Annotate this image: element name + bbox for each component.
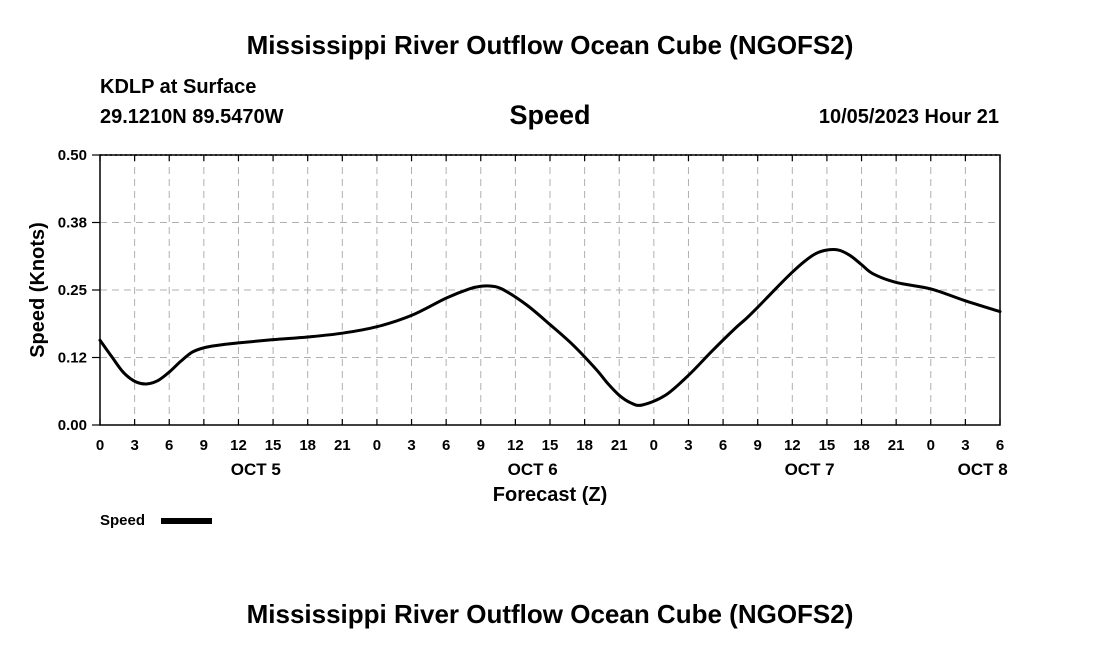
x-tick-label: 0 [373, 437, 381, 454]
y-tick-label: 0.00 [58, 417, 87, 434]
y-tick-label: 0.50 [58, 147, 87, 164]
x-tick-label: 15 [542, 437, 559, 454]
x-tick-label: 21 [888, 437, 905, 454]
x-tick-label: 18 [576, 437, 593, 454]
day-label: OCT 5 [231, 460, 281, 479]
forecast-datetime: 10/05/2023 Hour 21 [818, 106, 999, 128]
x-tick-label: 9 [200, 437, 208, 454]
x-tick-label: 12 [784, 437, 801, 454]
x-tick-label: 3 [684, 437, 692, 454]
x-tick-label: 6 [442, 437, 450, 454]
x-axis-label: Forecast (Z) [493, 484, 607, 506]
x-tick-label: 12 [230, 437, 247, 454]
day-label: OCT 8 [958, 460, 1008, 479]
grid-lines [100, 154, 1000, 425]
x-tick-label: 6 [996, 437, 1004, 454]
x-tick-label: 12 [507, 437, 524, 454]
station-label: KDLP at Surface [100, 76, 257, 98]
x-tick-label: 3 [961, 437, 969, 454]
y-tick-label: 0.12 [58, 350, 87, 367]
variable-title: Speed [509, 100, 591, 130]
x-tick-label: 21 [611, 437, 628, 454]
axis-ticks [92, 154, 1001, 426]
x-tick-label: 18 [299, 437, 316, 454]
legend-label-speed: Speed [100, 512, 145, 529]
y-axis-label: Speed (Knots) [27, 222, 49, 358]
x-tick-label: 0 [96, 437, 104, 454]
y-tick-label: 0.38 [58, 215, 87, 232]
chart-title-bottom: Mississippi River Outflow Ocean Cube (NG… [246, 599, 854, 629]
x-tick-label: 9 [477, 437, 485, 454]
day-label: OCT 7 [785, 460, 835, 479]
coordinates-label: 29.1210N 89.5470W [100, 106, 284, 128]
x-tick-label: 3 [407, 437, 415, 454]
series-layer [98, 247, 1002, 407]
legend: Speed [100, 512, 212, 529]
series-line-speed [98, 247, 1002, 407]
plot-frame [99, 154, 1001, 426]
x-tick-label: 3 [130, 437, 138, 454]
x-tick-label: 15 [819, 437, 836, 454]
x-tick-label: 9 [754, 437, 762, 454]
day-label: OCT 6 [508, 460, 558, 479]
chart-title-top: Mississippi River Outflow Ocean Cube (NG… [246, 30, 854, 60]
x-tick-label: 18 [853, 437, 870, 454]
axis-labels: 0 3 6 9 12 15 18 21 0 3 6 9 12 15 18 21 0 3 6 9 12 15 18 21 0 3 6 0… [27, 147, 1008, 506]
x-tick-label: 21 [334, 437, 351, 454]
x-tick-label: 6 [165, 437, 173, 454]
x-tick-label: 0 [927, 437, 935, 454]
x-tick-label: 15 [265, 437, 282, 454]
x-tick-label: 0 [650, 437, 658, 454]
y-tick-label: 0.25 [58, 282, 87, 299]
x-tick-label: 6 [719, 437, 727, 454]
